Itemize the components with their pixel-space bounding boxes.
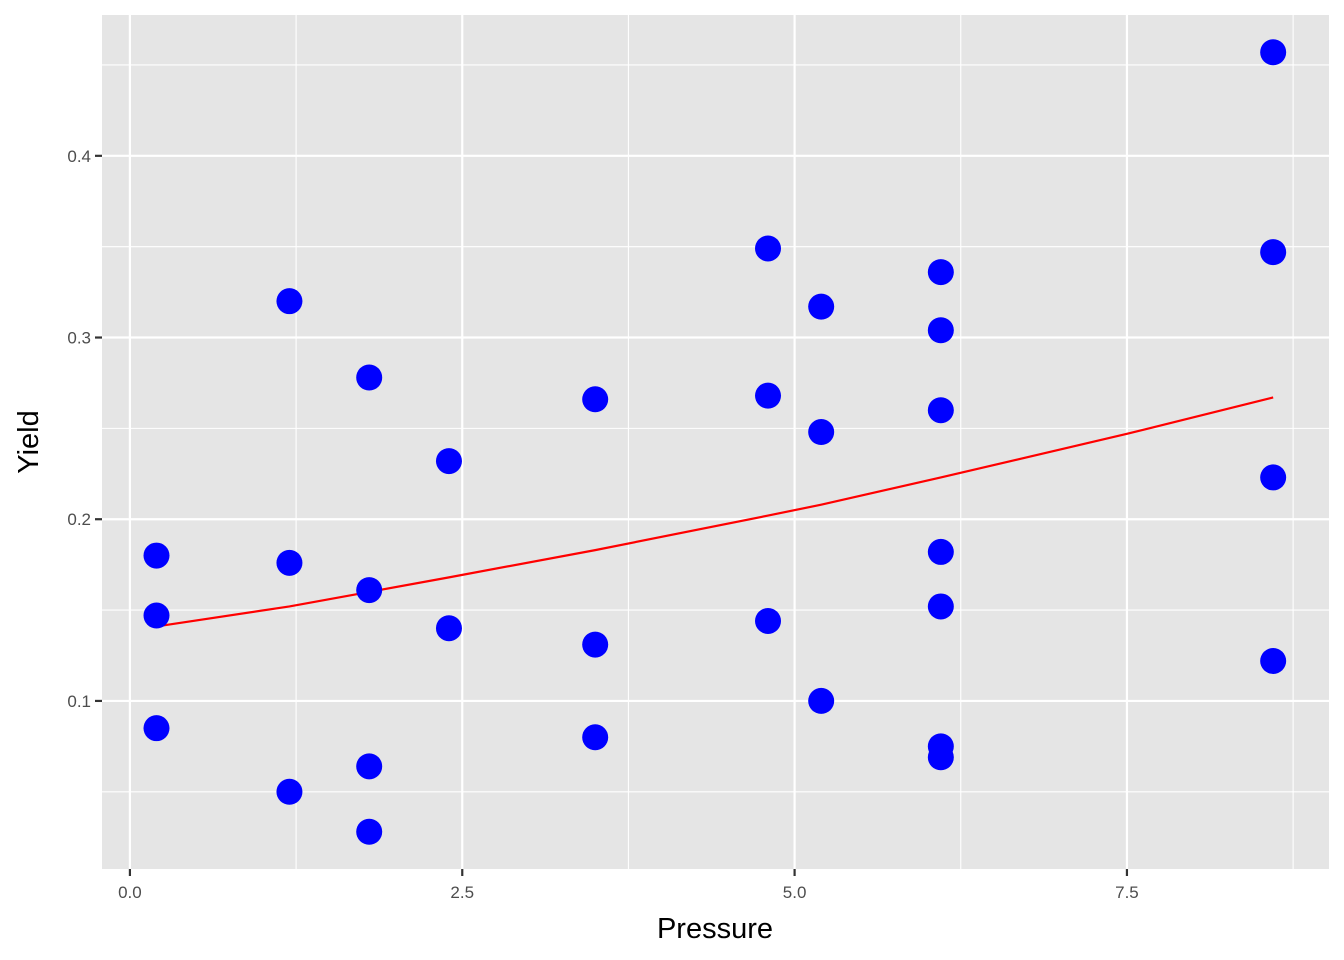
data-point [808,419,835,446]
data-point [1260,647,1287,674]
data-point [276,549,303,576]
data-point [582,386,609,413]
data-point [582,724,609,751]
data-point [808,293,835,320]
data-point [927,397,954,424]
y-tick-label: 0.3 [67,329,91,348]
data-point [927,593,954,620]
y-axis: 0.1 0.2 0.3 0.4 [67,147,102,711]
data-point [755,607,782,634]
data-point [435,615,462,642]
minor-gridlines [102,15,1329,869]
y-tick-label: 0.1 [67,692,91,711]
data-point [927,538,954,565]
data-point [356,753,383,780]
x-tick-label: 2.5 [450,883,474,902]
data-point [143,542,170,569]
x-axis-title: Pressure [657,913,773,945]
data-point [755,382,782,409]
data-point [356,364,383,391]
y-tick-label: 0.4 [67,147,91,166]
data-point [276,778,303,805]
data-point [927,744,954,771]
data-point [143,602,170,629]
x-tick-label: 5.0 [783,883,807,902]
data-point [582,631,609,658]
data-point [1260,239,1287,266]
data-point [276,288,303,315]
data-point [356,577,383,604]
data-point [1260,464,1287,491]
data-points [143,39,1287,845]
major-gridlines [102,15,1329,869]
data-point [755,235,782,262]
x-axis: 0.0 2.5 5.0 7.5 [118,869,1139,902]
fit-line [156,396,1274,628]
data-point [435,448,462,475]
data-point [927,317,954,344]
data-point [927,259,954,286]
data-point [356,818,383,845]
data-point [808,687,835,714]
data-point [1260,39,1287,66]
y-tick-label: 0.2 [67,510,91,529]
data-point [143,715,170,742]
x-tick-label: 7.5 [1115,883,1139,902]
y-axis-title: Yield [13,410,45,473]
x-tick-label: 0.0 [118,883,142,902]
plot-panel [102,15,1329,869]
